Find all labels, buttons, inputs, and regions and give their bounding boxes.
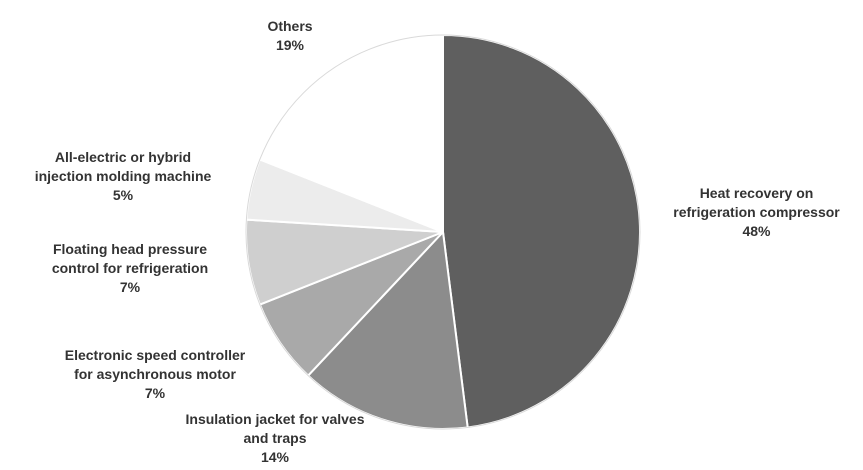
label-floating-head-line1: Floating head pressure — [52, 241, 208, 257]
label-injection-molding-line1: All-electric or hybrid — [54, 149, 192, 165]
label-insulation-jacket-pct: 14% — [260, 449, 290, 465]
label-injection-molding-line2: injection molding machine — [34, 168, 212, 184]
label-floating-head-pct: 7% — [119, 279, 141, 295]
label-heat-recovery: Heat recovery on refrigeration compresso… — [650, 184, 863, 241]
label-insulation-jacket-line2: and traps — [243, 430, 307, 446]
label-floating-head: Floating head pressure control for refri… — [28, 240, 232, 297]
label-speed-controller-line1: Electronic speed controller — [64, 347, 246, 363]
label-floating-head-line2: control for refrigeration — [51, 260, 209, 276]
label-insulation-jacket-line1: Insulation jacket for valves — [185, 411, 365, 427]
label-others-line1: Others — [267, 18, 313, 34]
label-others-pct: 19% — [275, 37, 305, 53]
label-speed-controller: Electronic speed controller for asynchro… — [38, 346, 272, 403]
label-speed-controller-pct: 7% — [144, 385, 166, 401]
label-heat-recovery-pct: 48% — [742, 223, 771, 239]
pie-outline — [245, 34, 641, 430]
label-speed-controller-line2: for asynchronous motor — [74, 366, 236, 382]
label-heat-recovery-line2: refrigeration compressor — [673, 204, 840, 220]
label-insulation-jacket: Insulation jacket for valves and traps 1… — [160, 410, 390, 467]
slice-heat-recovery — [442, 33, 641, 429]
label-injection-molding-pct: 5% — [112, 187, 134, 203]
label-heat-recovery-line1: Heat recovery on — [699, 185, 814, 201]
label-others: Others 19% — [230, 17, 350, 55]
label-injection-molding: All-electric or hybrid injection molding… — [6, 148, 240, 205]
